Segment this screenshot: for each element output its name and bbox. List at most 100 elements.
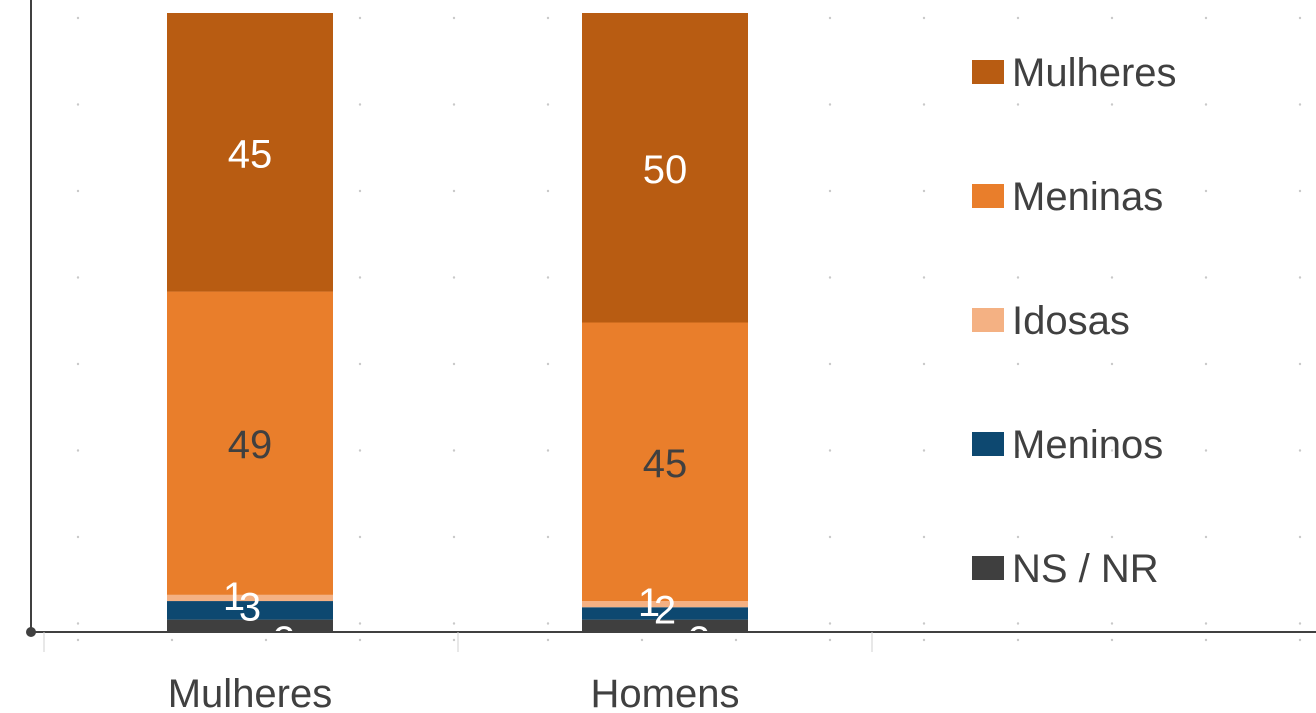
grid-dot <box>264 638 268 642</box>
grid-dot <box>358 103 362 106</box>
bar-segment-idosas <box>582 601 748 608</box>
grid-dot <box>76 638 80 642</box>
grid-dot <box>546 189 550 193</box>
grid-dot <box>828 189 832 193</box>
grid-dot <box>358 535 362 539</box>
grid-dot <box>1110 362 1114 366</box>
grid-dot <box>922 638 926 642</box>
grid-dot <box>358 16 362 20</box>
bar-segment-mulheres <box>167 13 333 292</box>
grid-dot <box>76 449 80 452</box>
grid-dot <box>1204 449 1208 452</box>
grid-dot <box>546 276 550 279</box>
grid-dot <box>1298 362 1302 366</box>
grid-dot <box>358 622 362 625</box>
grid-dot <box>922 622 926 625</box>
legend-label-meninos: Meninos <box>1012 423 1163 467</box>
legend-label-idosas: Idosas <box>1012 299 1130 343</box>
grid-dot <box>1298 638 1302 642</box>
grid-dot <box>828 103 832 106</box>
grid-dot <box>1110 103 1114 106</box>
grid-dot <box>1110 535 1114 539</box>
grid-dot <box>76 622 80 625</box>
bar-segment-mulheres <box>582 13 748 323</box>
grid-dot <box>358 449 362 452</box>
grid-dot <box>922 276 926 279</box>
grid-dot <box>1110 189 1114 193</box>
grid-dot <box>1016 362 1020 366</box>
grid-dot <box>546 622 550 625</box>
grid-dot <box>76 189 80 193</box>
legend-label-ns-nr: NS / NR <box>1012 547 1159 591</box>
grid-dot <box>170 638 174 642</box>
grid-dot <box>922 449 926 452</box>
grid-dot <box>1204 189 1208 193</box>
grid-dot <box>546 638 550 642</box>
legend-swatch-meninas <box>972 184 1004 208</box>
grid-dot <box>452 103 456 106</box>
grid-dot <box>1298 103 1302 106</box>
grid-dot <box>922 535 926 539</box>
data-label: 1 <box>223 575 245 619</box>
grid-dot <box>358 638 362 642</box>
grid-dot <box>922 189 926 193</box>
grid-dot <box>1016 622 1020 625</box>
grid-dot <box>76 535 80 539</box>
grid-dot <box>76 276 80 279</box>
grid-dot <box>1110 276 1114 279</box>
grid-dot <box>1110 449 1114 452</box>
data-label: 3 <box>239 585 261 629</box>
grid-dot <box>452 189 456 193</box>
grid-dot <box>546 362 550 366</box>
data-label: 49 <box>228 423 273 467</box>
bar-segment-meninos <box>582 607 748 620</box>
grid-dot <box>76 16 80 20</box>
grid-dot <box>828 622 832 625</box>
grid-dot <box>1204 622 1208 625</box>
grid-dot <box>358 276 362 279</box>
grid-dot <box>828 362 832 366</box>
grid-dot <box>1016 103 1020 106</box>
grid-dot <box>828 449 832 452</box>
grid-dot <box>1016 189 1020 193</box>
grid-dot <box>1204 16 1208 20</box>
grid-dot <box>76 103 80 106</box>
grid-dot <box>1204 276 1208 279</box>
grid-dot <box>1298 622 1302 625</box>
grid-dot <box>1204 103 1208 106</box>
axis-origin-dot <box>26 627 36 637</box>
grid-dot <box>1298 535 1302 539</box>
grid-dot <box>1016 276 1020 279</box>
legend: Mulheres Meninas Idosas Meninos NS / NR <box>972 51 1177 591</box>
grid-dot <box>1298 189 1302 193</box>
data-label: 50 <box>643 148 688 192</box>
grid-dot <box>452 276 456 279</box>
grid-dot <box>828 638 832 642</box>
bar-segment-meninas <box>582 322 748 602</box>
grid-dot <box>1298 276 1302 279</box>
data-label: 45 <box>643 442 688 486</box>
bars <box>167 13 748 632</box>
axes: Mulheres Homens <box>26 0 1316 713</box>
grid-dot <box>1204 638 1208 642</box>
data-label: 2 <box>273 619 295 663</box>
x-tick-label: Homens <box>591 672 740 713</box>
data-label: 2 <box>688 619 710 663</box>
bar-segment-ns-nr <box>582 619 748 632</box>
grid-dot <box>76 362 80 366</box>
grid-dot <box>640 638 644 642</box>
grid-dot <box>1298 16 1302 20</box>
grid-dot <box>452 16 456 20</box>
grid-dot <box>452 638 456 642</box>
grid-dot <box>734 638 738 642</box>
data-label: 2 <box>654 588 676 632</box>
grid-dot <box>1204 535 1208 539</box>
grid-dot <box>1298 449 1302 452</box>
legend-label-mulheres: Mulheres <box>1012 51 1177 95</box>
grid-dot <box>546 16 550 20</box>
bar-segment-ns-nr <box>167 619 333 632</box>
grid-dot <box>452 622 456 625</box>
grid-dot <box>828 16 832 20</box>
